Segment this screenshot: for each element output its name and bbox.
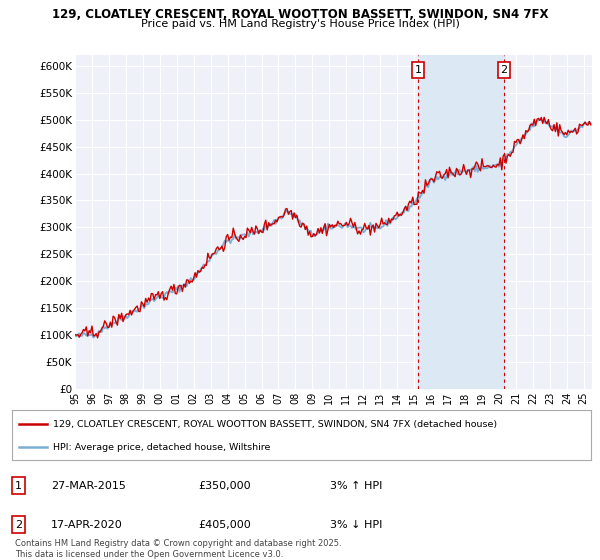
Text: Price paid vs. HM Land Registry's House Price Index (HPI): Price paid vs. HM Land Registry's House … xyxy=(140,19,460,29)
Text: 3% ↓ HPI: 3% ↓ HPI xyxy=(330,520,382,530)
Text: 27-MAR-2015: 27-MAR-2015 xyxy=(51,480,126,491)
Bar xyxy=(418,55,504,389)
Text: 129, CLOATLEY CRESCENT, ROYAL WOOTTON BASSETT, SWINDON, SN4 7FX (detached house): 129, CLOATLEY CRESCENT, ROYAL WOOTTON BA… xyxy=(53,419,497,428)
Text: 1: 1 xyxy=(15,480,22,491)
Text: 129, CLOATLEY CRESCENT, ROYAL WOOTTON BASSETT, SWINDON, SN4 7FX: 129, CLOATLEY CRESCENT, ROYAL WOOTTON BA… xyxy=(52,8,548,21)
Text: 2: 2 xyxy=(15,520,22,530)
Text: HPI: Average price, detached house, Wiltshire: HPI: Average price, detached house, Wilt… xyxy=(53,443,270,452)
Text: 2: 2 xyxy=(500,65,508,75)
Text: £405,000: £405,000 xyxy=(198,520,251,530)
Text: 1: 1 xyxy=(415,65,422,75)
Text: £350,000: £350,000 xyxy=(198,480,251,491)
Text: 3% ↑ HPI: 3% ↑ HPI xyxy=(330,480,382,491)
Text: 17-APR-2020: 17-APR-2020 xyxy=(51,520,123,530)
Text: Contains HM Land Registry data © Crown copyright and database right 2025.
This d: Contains HM Land Registry data © Crown c… xyxy=(15,539,341,559)
